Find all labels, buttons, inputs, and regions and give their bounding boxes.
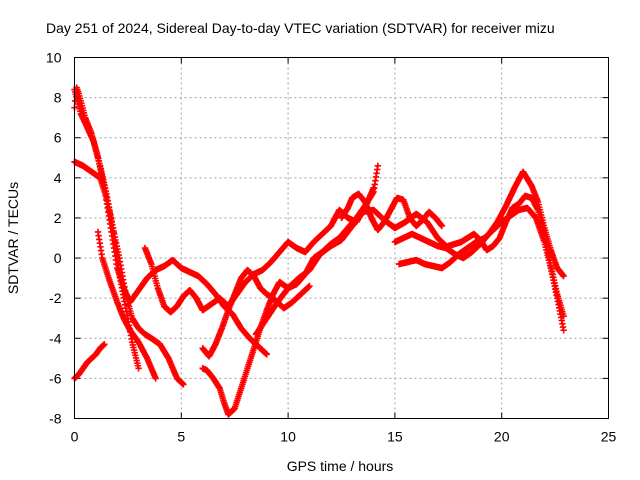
chart-title: Day 251 of 2024, Sidereal Day-to-day VTE… (46, 20, 555, 36)
grid-lines (74, 57, 609, 419)
series-track-4 (71, 341, 108, 382)
y-tick-label: -4 (49, 330, 62, 346)
series-track-5 (94, 228, 159, 382)
data-point (263, 351, 270, 358)
y-tick-label: -2 (49, 290, 62, 306)
series-track-2 (71, 84, 270, 358)
y-tick-label: -8 (49, 411, 62, 427)
data-point (438, 222, 446, 230)
data-point (560, 313, 567, 320)
x-tick-label: 25 (601, 429, 617, 445)
data-point (152, 375, 159, 382)
data-point (374, 162, 382, 169)
y-tick-label: 6 (54, 130, 62, 146)
data-point (560, 327, 567, 334)
series-track-13 (445, 192, 567, 320)
x-tick-label: 5 (177, 429, 185, 445)
data-point (306, 282, 313, 290)
data-point (72, 97, 79, 105)
series-track-6 (141, 184, 377, 316)
x-tick-label: 15 (387, 429, 403, 445)
series-track-9 (252, 206, 452, 338)
x-tick-label: 10 (280, 429, 296, 445)
axis-ticks: 0 5 10 15 20 25 -8 -6 -4 -2 0 2 4 6 8 10 (46, 50, 617, 445)
series-track-12 (391, 168, 567, 280)
x-tick-label: 0 (71, 429, 79, 445)
data-point (101, 341, 108, 348)
data-point (560, 272, 567, 280)
x-axis-title: GPS time / hours (287, 458, 394, 474)
y-tick-label: 4 (54, 170, 62, 186)
series-track-8 (199, 266, 313, 360)
x-tick-label: 20 (494, 429, 510, 445)
y-tick-label: -6 (49, 370, 62, 386)
plot-frame (74, 57, 609, 419)
data-points (71, 84, 567, 418)
data-point (135, 365, 142, 372)
y-axis-title: SDTVAR / TECUs (5, 182, 21, 294)
y-tick-label: 2 (54, 210, 62, 226)
y-tick-label: 8 (54, 90, 62, 106)
series-track-3 (71, 158, 187, 388)
data-point (180, 381, 187, 388)
series-track-10 (338, 190, 446, 234)
y-tick-label: 10 (46, 50, 62, 66)
y-tick-label: 0 (54, 250, 62, 266)
